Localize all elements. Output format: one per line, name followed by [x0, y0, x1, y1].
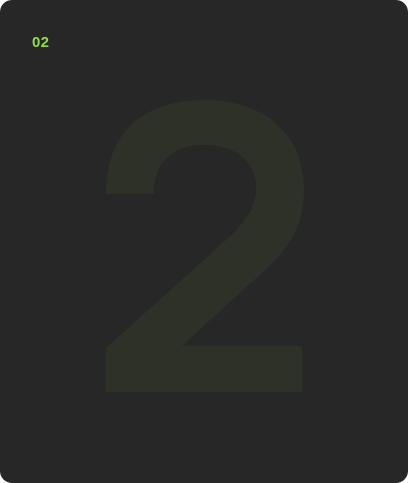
background-digit-shape [106, 100, 304, 392]
step-number: 02 [32, 34, 50, 51]
